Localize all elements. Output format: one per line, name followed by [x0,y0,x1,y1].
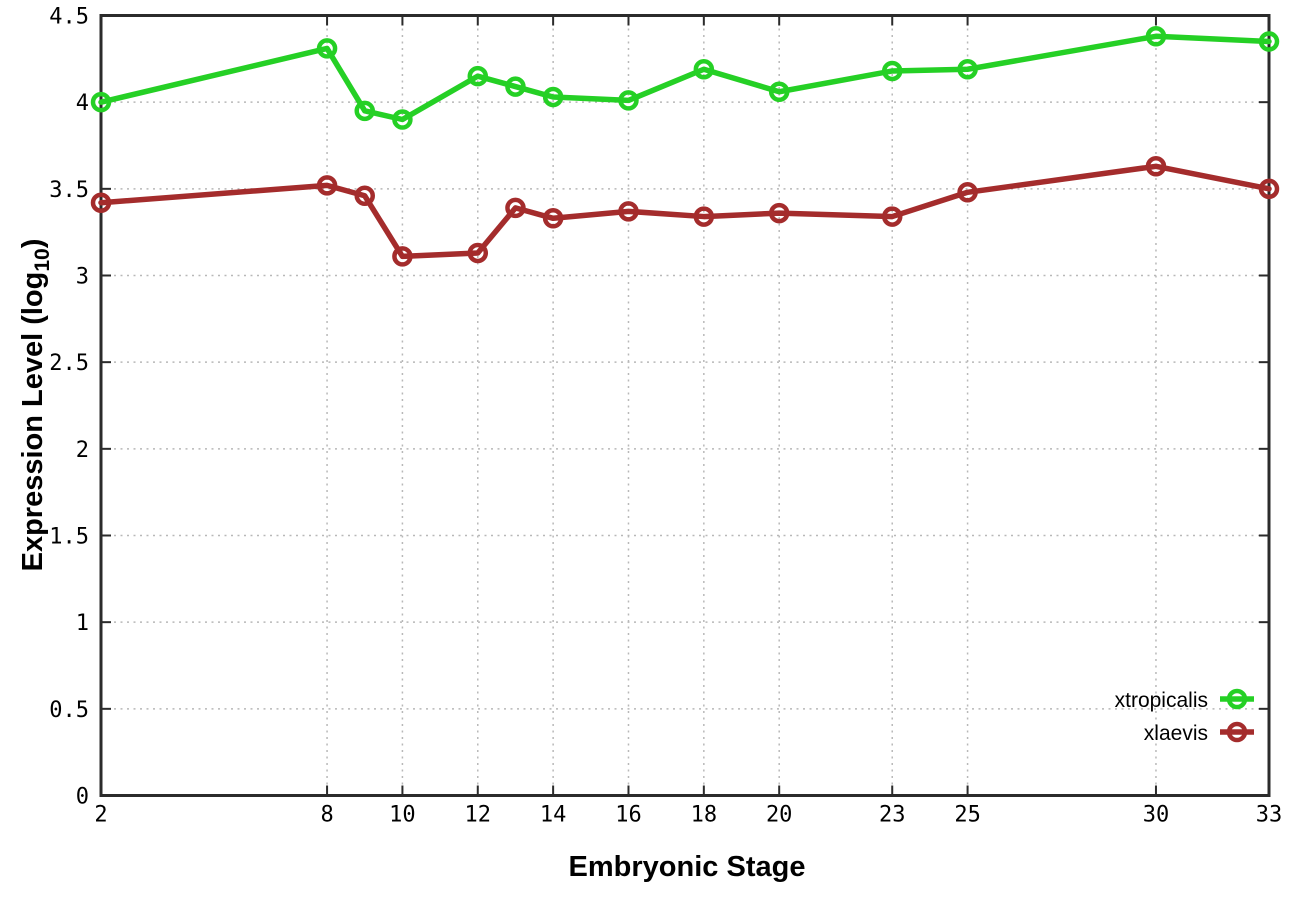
y-tick-label: 2.5 [49,351,89,376]
xlaevis-point [693,206,715,227]
xlaevis-point [881,206,903,227]
legend-marker-sample [1226,721,1248,743]
xtropicalis-point [881,60,903,82]
series-xtropicalis [90,26,1280,130]
xtropicalis-line [98,33,1272,123]
xtropicalis-point [542,86,564,108]
x-tick-labels: 2 8 10 12 14 16 18 20 23 25 30 33 [94,803,1282,828]
xlaevis-point [316,175,338,196]
xlaevis-point [467,242,489,264]
x-tick-label: 18 [691,803,718,828]
xtropicalis-point [1145,26,1167,47]
xtropicalis-point [467,65,489,87]
y-tick-label: 0.5 [49,698,89,723]
xtropicalis-point [505,76,526,97]
y-tick-label: 4 [76,91,89,116]
xtropicalis-point [316,38,338,59]
x-tick-label: 16 [615,803,642,828]
xtropicalis-point [1258,31,1280,52]
x-tick-label: 14 [540,803,567,828]
xlaevis-point [1258,178,1280,200]
x-tick-label: 30 [1143,803,1170,828]
y-tick-label: 3 [76,265,89,290]
y-tick-label: 3.5 [49,178,89,203]
y-tick-label: 4.5 [49,5,89,30]
xlaevis-point [768,202,790,224]
legend-item-xlaevis: xlaevis [1144,721,1254,745]
xlaevis-point [392,246,413,267]
y-axis-title: Expression Level (log10) [17,239,54,572]
xtropicalis-point [618,90,639,111]
xtropicalis-point [693,58,715,80]
x-tick-label: 25 [954,803,981,828]
y-tick-label: 1 [76,611,89,636]
y-tick-labels: 0 0.5 1 1.5 2 2.5 3 3.5 4 4.5 [49,5,89,810]
xlaevis-point [505,197,526,219]
xlaevis-point [1145,156,1167,177]
legend-marker-sample [1226,688,1248,710]
x-tick-label: 23 [879,803,906,828]
xlaevis-point [354,185,375,207]
x-tick-label: 10 [389,803,416,828]
xlaevis-point [618,201,639,222]
series-xlaevis [90,156,1280,267]
y-tick-label: 0 [76,785,89,810]
y-tick-label: 2 [76,438,89,463]
xlaevis-line [98,163,1272,260]
xtropicalis-point [392,109,413,130]
xlaevis-point [542,208,564,229]
x-tick-label: 20 [766,803,793,828]
x-tick-label: 2 [94,803,107,828]
legend: xtropicalis xlaevis [1115,688,1254,745]
xtropicalis-point [768,81,790,103]
xlaevis-point [957,182,978,203]
xtropicalis-point [957,58,978,80]
x-tick-label: 33 [1256,803,1283,828]
plot-border [99,14,1271,797]
gridlines [101,15,1269,796]
legend-item-xtropicalis: xtropicalis [1115,688,1254,712]
legend-label: xlaevis [1144,722,1208,745]
xlaevis-point [90,192,112,213]
x-axis-title: Embryonic Stage [569,851,806,883]
axis-ticks [100,14,1270,797]
xtropicalis-point [90,91,112,113]
x-tick-label: 8 [320,803,333,828]
legend-label: xtropicalis [1115,689,1208,712]
x-tick-label: 12 [465,803,492,828]
xtropicalis-point [354,100,375,122]
y-tick-label: 1.5 [49,525,89,550]
